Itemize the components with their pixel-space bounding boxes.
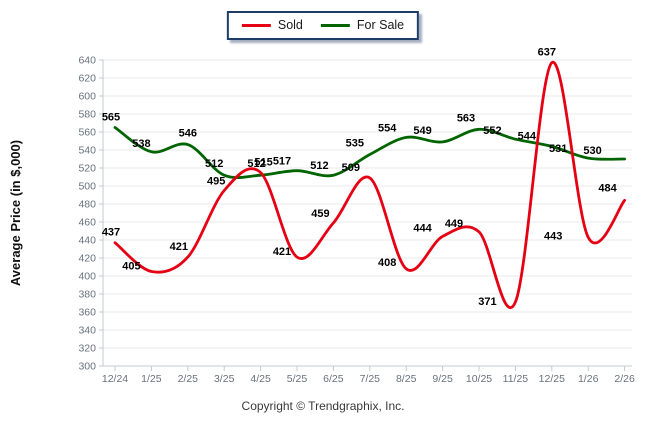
- y-tick-label: 300: [78, 361, 96, 373]
- x-tick-label: 9/25: [432, 373, 453, 385]
- x-tick-label: 6/25: [323, 373, 344, 385]
- sold-line-swatch: [241, 23, 271, 27]
- y-tick-label: 360: [78, 307, 96, 319]
- x-tick-label: 8/25: [396, 373, 417, 385]
- x-tick-label: 1/25: [141, 373, 162, 385]
- y-tick-labels: 300 320 340 360 380 400 420 440 460 480 500 520 540 5…: [78, 55, 96, 373]
- data-label: 565: [102, 112, 120, 124]
- data-label: 509: [342, 162, 360, 174]
- x-tick-label: 4/25: [250, 373, 271, 385]
- y-tick-label: 340: [78, 325, 96, 337]
- data-label: 512: [310, 160, 328, 172]
- axis-ticks: [99, 59, 626, 371]
- data-label: 549: [413, 125, 431, 137]
- data-label: 535: [346, 138, 364, 150]
- data-label: 437: [102, 227, 120, 239]
- data-label: 371: [478, 296, 496, 308]
- copyright-text: Copyright © Trendgraphix, Inc.: [241, 399, 405, 413]
- x-tick-label: 11/25: [503, 373, 529, 385]
- y-tick-label: 500: [78, 181, 96, 193]
- y-tick-label: 320: [78, 343, 96, 355]
- gridlines: [103, 59, 632, 367]
- data-label: 408: [378, 257, 396, 269]
- data-label: 554: [378, 122, 397, 134]
- data-label: 421: [170, 241, 188, 253]
- y-tick-label: 600: [78, 91, 96, 103]
- x-tick-label: 12/25: [539, 373, 565, 385]
- sold-data-labels: 437 405 421 495 515 421 459 509 408 444 449 371 637 4…: [102, 47, 618, 308]
- y-tick-label: 400: [78, 271, 96, 283]
- data-label: 546: [179, 128, 197, 140]
- y-tick-label: 440: [78, 235, 96, 247]
- x-tick-labels: 12/24 1/25 2/25 3/25 4/25 5/25 6/25 7/25 8/25 9/2…: [102, 373, 635, 385]
- y-tick-label: 380: [78, 289, 96, 301]
- x-tick-label: 1/26: [578, 373, 599, 385]
- x-tick-label: 2/26: [614, 373, 635, 385]
- y-axis-title: Average Price (in $,000): [8, 140, 23, 286]
- data-label: 530: [583, 145, 601, 157]
- y-tick-label: 480: [78, 199, 96, 211]
- for-sale-line: [113, 126, 626, 180]
- data-label: 517: [273, 156, 291, 168]
- data-label: 512: [247, 158, 265, 170]
- x-tick-label: 5/25: [287, 373, 308, 385]
- data-label: 443: [544, 230, 562, 242]
- data-label: 552: [483, 125, 501, 137]
- data-label: 495: [207, 176, 225, 188]
- data-label: 563: [457, 112, 475, 124]
- x-tick-label: 7/25: [360, 373, 381, 385]
- data-label: 405: [122, 261, 140, 273]
- y-tick-label: 460: [78, 217, 96, 229]
- data-label: 484: [598, 182, 617, 194]
- y-tick-label: 620: [78, 73, 96, 85]
- data-label: 538: [132, 138, 150, 150]
- for-sale-line-swatch: [320, 23, 350, 27]
- y-tick-label: 560: [78, 127, 96, 139]
- data-label: 512: [205, 158, 223, 170]
- data-label: 544: [518, 130, 537, 142]
- data-label: 637: [538, 47, 556, 59]
- data-label: 459: [311, 208, 329, 220]
- x-tick-label: 10/25: [466, 373, 492, 385]
- data-label: 444: [413, 222, 432, 234]
- for-sale-data-labels: 565 538 546 512 512 517 512 535 554 549 563 552 544 5…: [102, 112, 602, 173]
- legend: Sold For Sale: [226, 11, 420, 40]
- data-label: 515: [254, 157, 272, 169]
- data-label: 421: [273, 246, 291, 258]
- y-tick-label: 520: [78, 163, 96, 175]
- x-tick-label: 12/24: [102, 373, 128, 385]
- data-label: 531: [549, 143, 567, 155]
- sold-line: [113, 61, 626, 309]
- legend-label-sold: Sold: [277, 18, 303, 32]
- y-tick-label: 640: [78, 55, 96, 67]
- legend-label-for-sale: For Sale: [356, 18, 405, 32]
- data-label: 449: [445, 218, 463, 230]
- legend-item-sold[interactable]: Sold: [241, 18, 303, 32]
- y-tick-label: 540: [78, 145, 96, 157]
- y-tick-label: 420: [78, 253, 96, 265]
- y-tick-label: 580: [78, 109, 96, 121]
- x-tick-label: 3/25: [214, 373, 235, 385]
- legend-item-for-sale[interactable]: For Sale: [320, 18, 405, 32]
- x-tick-label: 2/25: [178, 373, 199, 385]
